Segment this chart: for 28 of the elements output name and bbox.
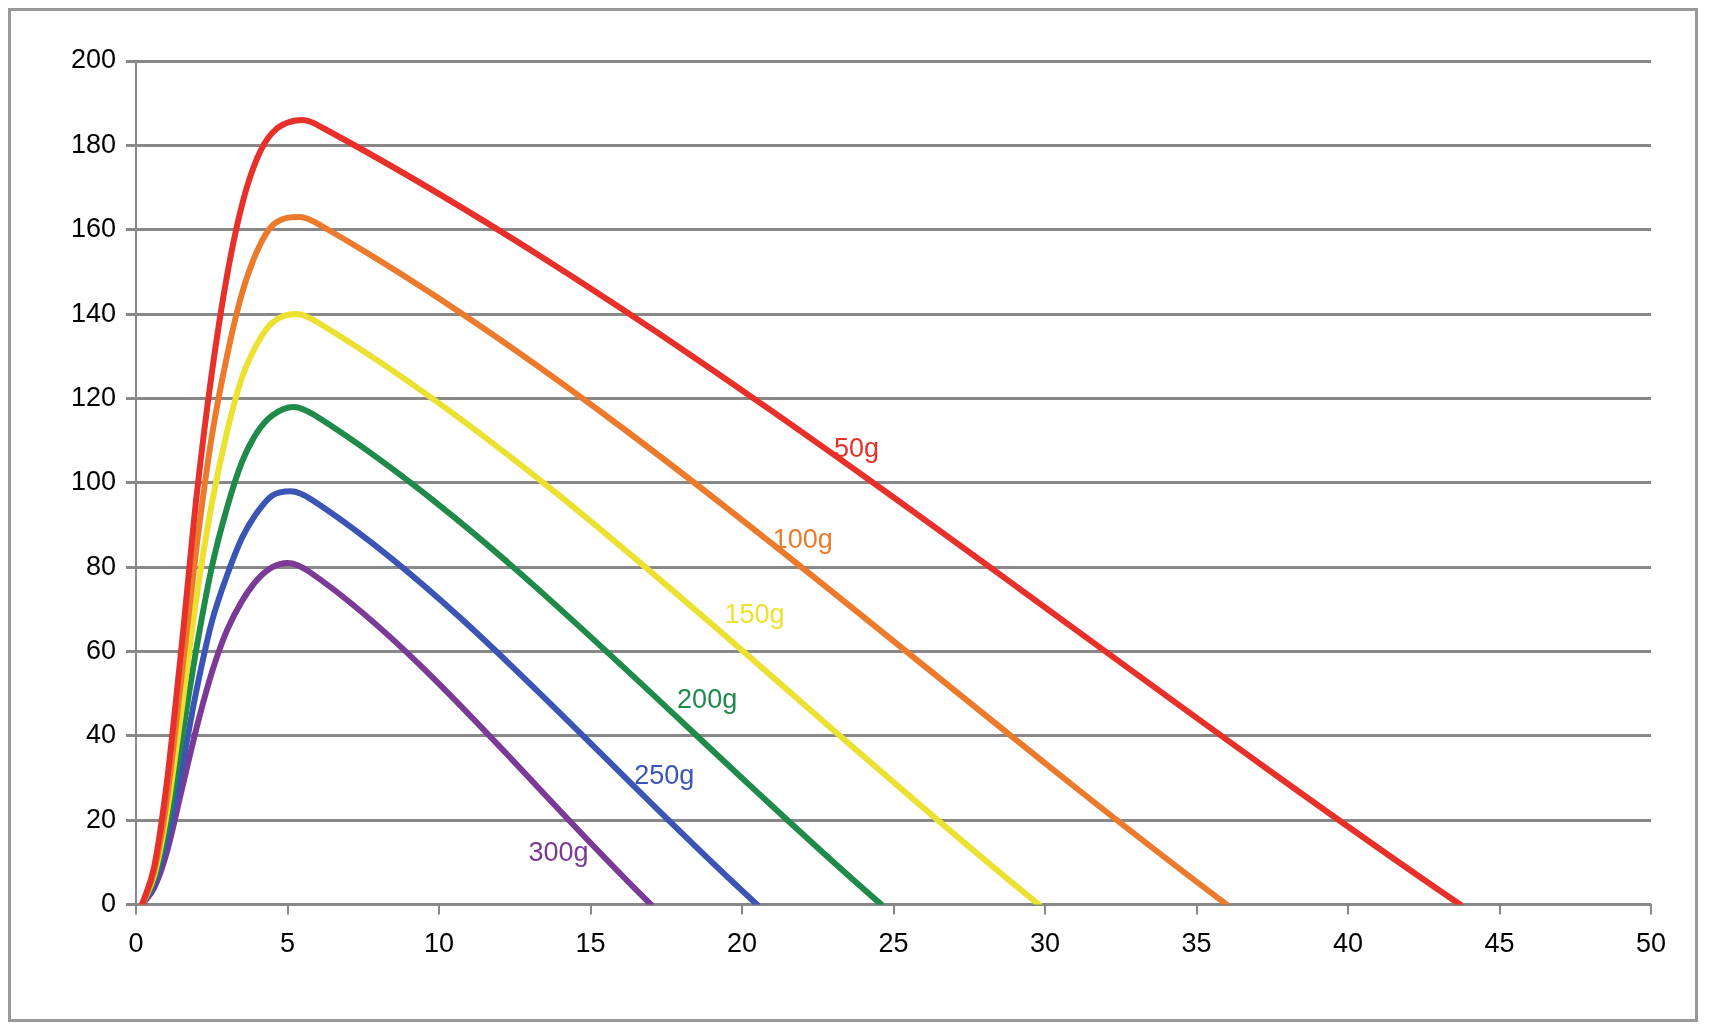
series-label: 50g	[833, 433, 880, 464]
y-tick-label: 0	[101, 888, 117, 919]
y-tick-label: 200	[70, 44, 117, 75]
x-tick-label: 0	[128, 928, 144, 959]
series-label: 250g	[634, 759, 695, 790]
y-tick-label: 180	[70, 128, 117, 159]
y-tick-label: 160	[70, 213, 117, 244]
x-tick-label: 15	[575, 928, 606, 959]
x-tick-label: 40	[1332, 928, 1364, 959]
series-label: 100g	[772, 523, 833, 554]
series-label: 300g	[528, 836, 589, 867]
y-tick-label: 100	[70, 466, 117, 497]
y-tick-label: 80	[86, 550, 117, 581]
x-tick-label: 45	[1484, 928, 1515, 959]
x-tick-label: 35	[1181, 928, 1212, 959]
x-tick-label: 10	[424, 928, 455, 959]
y-tick-label: 140	[70, 297, 117, 328]
x-tick-label: 20	[727, 928, 758, 959]
x-tick-label: 25	[878, 928, 909, 959]
x-tick-label: 30	[1030, 928, 1061, 959]
x-tick-label: 5	[280, 928, 296, 959]
y-tick-label: 40	[86, 719, 117, 750]
series-label: 200g	[677, 683, 738, 714]
x-tick-label: 50	[1635, 928, 1667, 959]
series-label: 150g	[724, 598, 785, 629]
y-tick-label: 60	[86, 634, 117, 665]
y-tick-label: 20	[86, 803, 117, 834]
y-tick-label: 120	[70, 381, 117, 412]
